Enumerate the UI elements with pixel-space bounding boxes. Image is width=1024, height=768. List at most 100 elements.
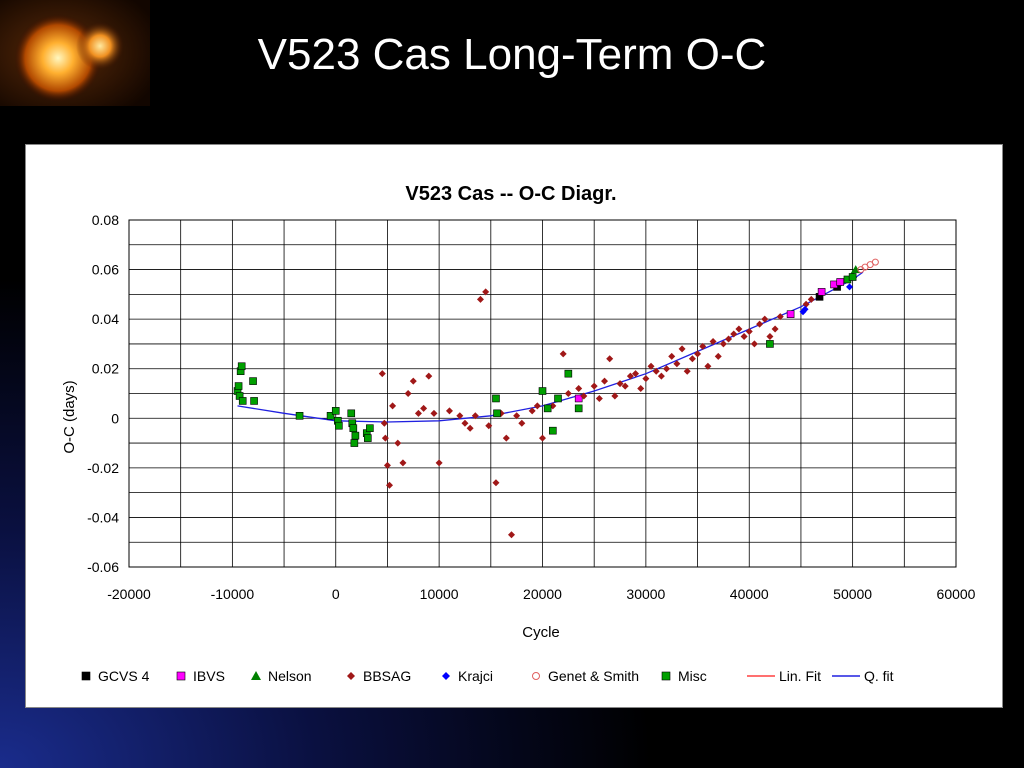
data-point-bbsag (611, 392, 619, 400)
legend-label-bbsag: BBSAG (363, 668, 411, 684)
data-point-bbsag (683, 367, 691, 375)
data-point-misc (249, 377, 257, 385)
data-point-bbsag (513, 412, 521, 420)
data-point-bbsag (745, 328, 753, 336)
data-point-bbsag (507, 531, 515, 539)
y-tick-label: 0.02 (92, 361, 119, 377)
data-point-bbsag (725, 335, 733, 343)
data-point-misc (238, 397, 247, 405)
data-point-bbsag (580, 392, 588, 400)
x-axis-label: Cycle (522, 624, 560, 641)
data-point-misc (543, 404, 552, 413)
data-point-bbsag (466, 424, 474, 432)
data-point-bbsag (456, 412, 464, 420)
data-point-bbsag (461, 419, 469, 427)
data-point-bbsag (492, 479, 500, 487)
data-point-bbsag (425, 372, 433, 380)
data-point-misc (492, 394, 500, 403)
data-point-bbsag (559, 350, 567, 358)
legend-marker-krajci (442, 672, 450, 680)
data-point-bbsag (699, 342, 707, 350)
data-point-bbsag (471, 412, 479, 420)
data-point-bbsag (482, 288, 490, 296)
data-point-bbsag (528, 407, 536, 415)
data-point-misc (349, 424, 358, 433)
y-tick-label: -0.02 (87, 460, 119, 476)
data-point-misc (766, 340, 774, 348)
data-point-bbsag (637, 385, 645, 393)
y-tick-label: 0 (111, 410, 119, 426)
data-point-bbsag (740, 332, 748, 340)
y-axis-label: O-C (days) (61, 380, 78, 453)
data-point-bbsag (626, 372, 634, 380)
legend-label-ibvs: IBVS (193, 668, 225, 684)
chart-panel: V523 Cas -- O-C Diagr. O-C (days) Cycle … (25, 144, 1003, 708)
data-point-bbsag (663, 365, 671, 373)
data-point-bbsag (719, 340, 727, 348)
data-point-bbsag (647, 362, 655, 370)
data-point-bbsag (575, 385, 583, 393)
data-point-bbsag (430, 409, 438, 417)
legend-label-misc: Misc (678, 668, 707, 684)
data-point-bbsag (673, 360, 681, 368)
y-tick-label: -0.04 (87, 509, 119, 525)
data-point-krajci (846, 283, 854, 291)
data-point-bbsag (730, 330, 738, 338)
data-point-bbsag (776, 313, 784, 321)
data-point-misc (366, 424, 374, 433)
data-point-misc (564, 369, 573, 378)
data-point-genet-smith (871, 258, 879, 266)
data-point-bbsag (590, 382, 598, 390)
data-point-bbsag (606, 355, 614, 363)
data-point-misc (335, 421, 343, 430)
data-point-misc (574, 404, 583, 413)
data-point-misc (350, 439, 359, 447)
data-point-bbsag (601, 377, 609, 385)
data-point-bbsag (632, 370, 640, 378)
data-point-bbsag (621, 382, 629, 390)
oc-diagram: V523 Cas -- O-C Diagr. O-C (days) Cycle … (61, 183, 976, 684)
data-point-misc (237, 362, 246, 371)
x-tick-label: 10000 (420, 586, 459, 602)
data-point-bbsag (409, 377, 417, 385)
data-point-bbsag (380, 419, 388, 427)
legend-marker-misc (661, 671, 671, 681)
data-point-bbsag (564, 390, 572, 397)
legend-label-genet-smith: Genet & Smith (548, 668, 639, 684)
data-point-bbsag (735, 325, 743, 333)
data-point-misc (549, 426, 557, 435)
legend-marker-gcvs-4 (81, 671, 91, 681)
data-point-bbsag (533, 402, 541, 410)
data-point-misc (538, 387, 547, 395)
data-point-bbsag (714, 352, 722, 360)
data-point-misc (493, 409, 501, 418)
data-point-misc (363, 434, 372, 442)
data-point-bbsag (704, 362, 712, 370)
data-point-ibvs (836, 278, 845, 286)
star-image (0, 0, 150, 106)
data-point-bbsag (539, 434, 546, 442)
data-point-bbsag (802, 300, 810, 308)
data-point-bbsag (485, 422, 493, 430)
data-point-bbsag (642, 375, 650, 383)
legend-label-gcvs-4: GCVS 4 (98, 668, 150, 684)
data-point-bbsag (378, 370, 386, 378)
data-point-ibvs (786, 310, 795, 318)
data-point-bbsag (389, 402, 397, 410)
data-point-bbsag (750, 340, 758, 348)
y-tick-label: 0.06 (92, 262, 119, 278)
y-tick-label: 0.08 (92, 212, 119, 228)
y-tick-label: -0.06 (87, 559, 119, 575)
x-tick-label: 20000 (523, 586, 562, 602)
data-point-misc (234, 382, 243, 390)
data-point-misc (351, 431, 360, 440)
x-tick-label: 0 (332, 586, 340, 602)
slide-title: V523 Cas Long-Term O-C (257, 30, 767, 79)
data-point-bbsag (404, 390, 412, 397)
x-tick-label: 30000 (626, 586, 665, 602)
data-point-bbsag (668, 352, 676, 360)
data-point-bbsag (761, 315, 769, 323)
legend-marker-bbsag (347, 672, 355, 680)
data-point-bbsag (518, 419, 526, 427)
data-point-bbsag (678, 345, 686, 353)
